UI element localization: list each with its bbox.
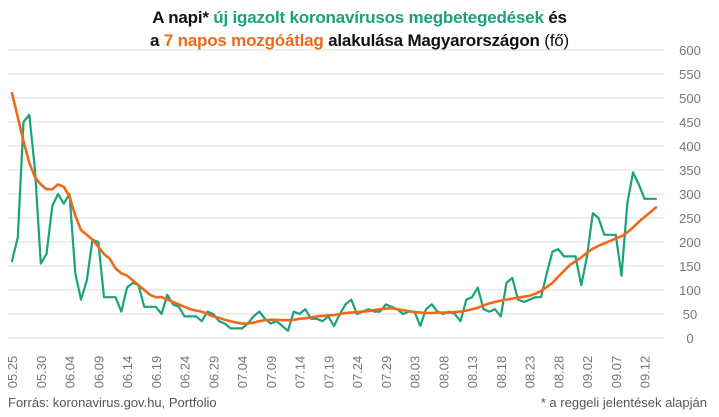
x-tick-label: 06.09 [91,356,106,389]
y-tick-label: 0 [686,331,693,346]
source-note: Forrás: koronavirus.gov.hu, Portfolio [8,395,217,410]
title-line2-prefix: a [150,31,160,50]
y-tick-label: 300 [679,187,701,202]
x-tick-label: 06.14 [120,356,135,389]
y-tick-label: 50 [683,307,697,322]
x-tick-label: 07.09 [264,356,279,389]
y-tick-label: 350 [679,163,701,178]
x-tick-label: 06.29 [206,356,221,389]
title-line2-unit: (fő) [544,31,569,50]
x-axis-tick-labels: 05.25 05.30 06.04 06.09 06.14 06.19 06.24 06.29… [5,356,653,389]
y-tick-label: 450 [679,115,701,130]
title-line1-suffix: és [548,8,567,27]
x-tick-label: 08.13 [465,356,480,389]
x-tick-label: 07.04 [235,356,250,389]
x-tick-label: 09.07 [609,356,624,389]
x-tick-label: 07.24 [350,356,365,389]
x-tick-label: 05.25 [5,356,20,389]
y-tick-label: 150 [679,259,701,274]
title-line1-prefix: A napi* [152,8,209,27]
title-line-1: A napi* új igazolt koronavírusos megbete… [0,6,719,29]
x-tick-label: 05.30 [34,356,49,389]
y-tick-label: 250 [679,211,701,226]
y-tick-label: 500 [679,91,701,106]
footnote: * a reggeli jelentések alapján [540,395,707,410]
title-line-2: a 7 napos mozgóátlag alakulása Magyarors… [0,29,719,52]
y-tick-label: 100 [679,283,701,298]
title-line2-suffix: alakulása Magyarországon [328,31,540,50]
x-tick-label: 06.04 [63,356,78,389]
x-tick-label: 08.23 [523,356,538,389]
series-line-daily [10,113,658,332]
y-axis-tick-labels: 0 50 100 150 200 250 300 350 400 450 500 550 600 [679,43,701,346]
y-tick-label: 550 [679,67,701,82]
x-tick-label: 09.02 [580,356,595,389]
x-tick-label: 08.28 [551,356,566,389]
title-line1-highlight: új igazolt koronavírusos megbetegedések [213,8,544,27]
x-tick-label: 06.24 [178,356,193,389]
title-line2-highlight: 7 napos mozgóátlag [163,31,324,50]
y-tick-label: 600 [679,43,701,58]
x-tick-label: 09.12 [638,356,653,389]
x-tick-label: 08.03 [408,356,423,389]
x-tick-label: 08.18 [494,356,509,389]
x-tick-label: 07.19 [321,356,336,389]
gridlines [8,49,664,339]
x-tick-label: 06.19 [149,356,164,389]
x-tick-label: 08.08 [436,356,451,389]
x-tick-label: 07.14 [293,356,308,389]
series-group [10,91,658,332]
y-tick-label: 400 [679,139,701,154]
chart-title: A napi* új igazolt koronavírusos megbete… [0,6,719,52]
x-tick-label: 07.29 [379,356,394,389]
series-line-average [10,91,658,325]
y-tick-label: 200 [679,235,701,250]
